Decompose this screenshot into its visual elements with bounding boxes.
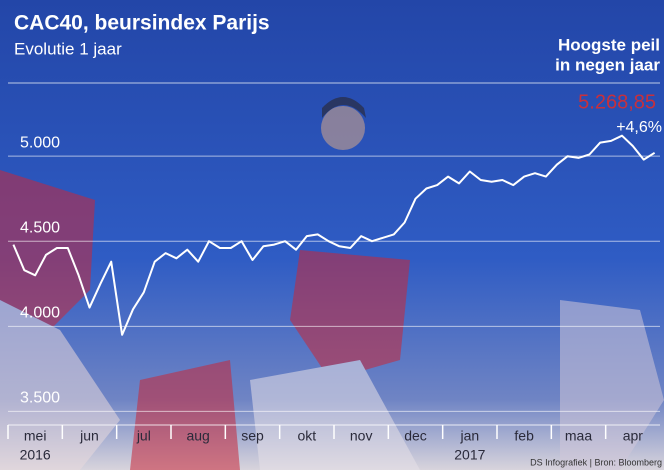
x-tick-label: dec bbox=[404, 428, 427, 444]
annotation: Hoogste peil bbox=[558, 35, 660, 54]
y-tick-label: 4.500 bbox=[20, 219, 60, 236]
x-tick-label: jun bbox=[79, 428, 99, 444]
x-tick-label: aug bbox=[186, 428, 209, 444]
chart-subtitle: Evolutie 1 jaar bbox=[14, 39, 122, 58]
x-tick-label: feb bbox=[514, 428, 534, 444]
x-tick-label: jul bbox=[136, 428, 151, 444]
x-tick-label: apr bbox=[623, 428, 644, 444]
x-tick-label: okt bbox=[297, 428, 316, 444]
chart: CAC40, beursindex Parijs Evolutie 1 jaar… bbox=[0, 0, 664, 470]
chart-title: CAC40, beursindex Parijs bbox=[14, 12, 270, 35]
source: DS Infografiek | Bron: Bloomberg bbox=[530, 457, 662, 467]
change-label: +4,6% bbox=[616, 119, 662, 136]
y-tick-label: 5.000 bbox=[20, 134, 60, 151]
x-tick-label: mei bbox=[24, 428, 47, 444]
y-tick-label: 4.000 bbox=[20, 305, 60, 322]
x-tick-label: nov bbox=[350, 428, 373, 444]
last-value-label: 5.268,85 bbox=[578, 91, 656, 113]
x-tick-label: maa bbox=[565, 428, 592, 444]
x-tick-label: jan bbox=[459, 428, 479, 444]
annotation: in negen jaar bbox=[555, 55, 660, 74]
x-tick-label: sep bbox=[241, 428, 264, 444]
year-label: 2016 bbox=[20, 447, 51, 463]
year-label: 2017 bbox=[454, 447, 485, 463]
y-tick-label: 3.500 bbox=[20, 390, 60, 407]
